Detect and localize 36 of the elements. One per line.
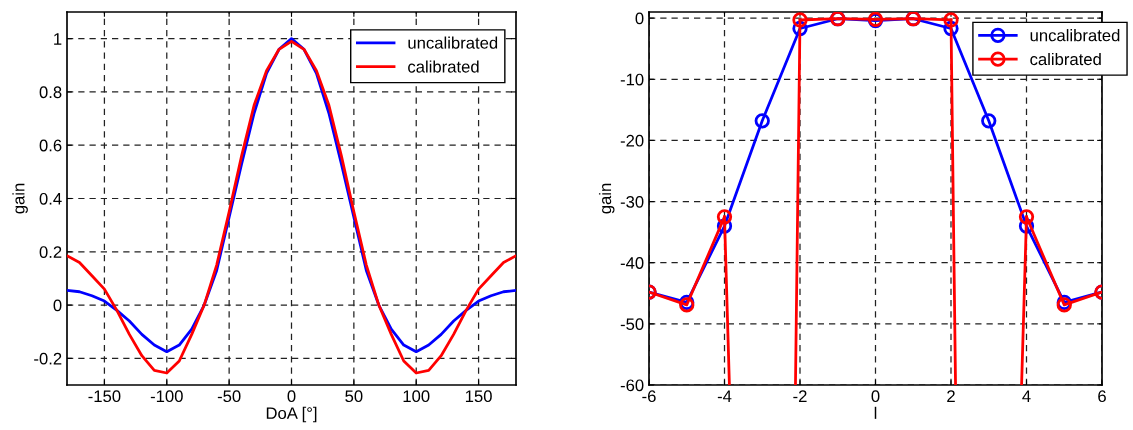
x-axis-title: l: [874, 406, 877, 419]
y-tick-label: 1: [54, 33, 62, 45]
x-tick-label: -4: [717, 390, 732, 402]
y-tick-label: 0: [53, 299, 62, 312]
y-tick-label: 0.8: [39, 86, 62, 99]
x-tick-label: 100: [403, 390, 430, 403]
x-tick-label: 0: [287, 390, 296, 403]
legend-label: calibrated: [408, 60, 479, 73]
x-axis-title: DoA [°]: [266, 406, 317, 423]
x-tick-label: -2: [793, 390, 807, 402]
y-tick-label: 0.4: [39, 192, 62, 205]
x-tick-label: 50: [345, 390, 363, 403]
x-tick-label: 4: [1022, 390, 1031, 402]
x-tick-label: -6: [642, 390, 656, 403]
legend-label: calibrated: [1030, 52, 1101, 66]
x-tick-label: 6: [1098, 390, 1106, 403]
y-tick-label: 0.6: [39, 139, 62, 152]
y-tick-label: 0: [635, 12, 644, 25]
y-axis-title: gain: [12, 183, 28, 214]
x-tick-label: 0: [871, 390, 880, 403]
legend-label: uncalibrated: [408, 36, 498, 49]
y-tick-label: -40: [620, 257, 644, 269]
y-tick-label: -20: [620, 134, 644, 147]
x-tick-label: 150: [465, 390, 492, 403]
x-tick-label: 2: [947, 390, 955, 402]
y-tick-label: -10: [620, 73, 644, 86]
y-tick-label: -30: [620, 195, 644, 208]
y-axis-title: gain: [598, 183, 615, 214]
legend-label: uncalibrated: [1030, 29, 1120, 42]
x-tick-label: -100: [150, 390, 183, 403]
y-tick-label: -60: [620, 379, 644, 392]
x-tick-label: -50: [217, 390, 241, 403]
y-tick-label: -50: [620, 318, 644, 331]
y-tick-label: -0.2: [34, 352, 62, 365]
y-tick-label: 0.2: [39, 246, 62, 258]
x-tick-label: -150: [88, 390, 121, 403]
